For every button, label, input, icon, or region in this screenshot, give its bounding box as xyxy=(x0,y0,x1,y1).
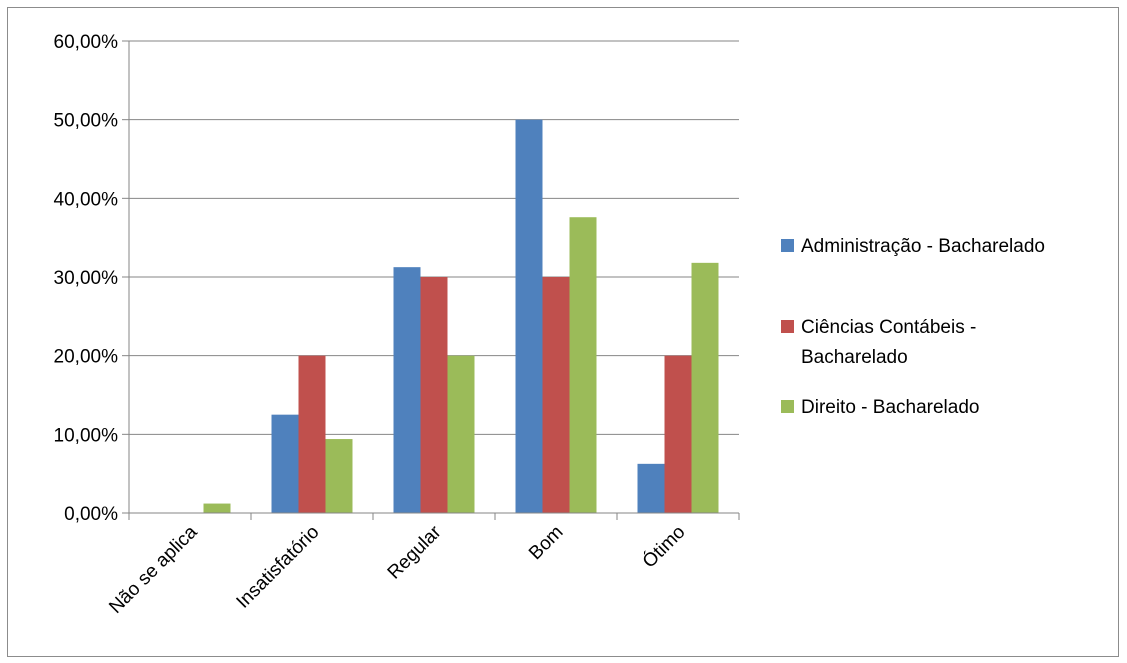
y-tick-label: 40,00% xyxy=(54,189,119,210)
x-category-label: Regular xyxy=(384,521,446,583)
legend: Administração - Bacharelado Ciências Cont… xyxy=(781,236,1045,418)
legend-label: Direito - Bacharelado xyxy=(801,397,979,418)
gridlines xyxy=(129,40,739,435)
bar xyxy=(637,463,665,513)
legend-label: Ciências Contábeis - xyxy=(801,317,976,338)
y-tick-label: 30,00% xyxy=(54,268,119,289)
bar xyxy=(271,414,299,513)
bars xyxy=(203,119,719,514)
bar xyxy=(515,119,543,514)
axes xyxy=(122,40,740,520)
bar xyxy=(691,262,719,513)
bar xyxy=(542,277,570,513)
legend-swatch xyxy=(781,239,794,252)
bar xyxy=(569,217,597,514)
legend-swatch xyxy=(781,400,794,413)
bar xyxy=(393,267,421,513)
y-tick-label: 20,00% xyxy=(54,347,119,368)
legend-label: Administração - Bacharelado xyxy=(801,236,1045,257)
bar xyxy=(203,503,231,513)
bar xyxy=(325,439,353,513)
bar xyxy=(447,355,475,513)
x-category-label: Não se aplica xyxy=(105,521,202,618)
legend-label: Bacharelado xyxy=(801,347,908,368)
y-tick-label: 10,00% xyxy=(54,425,119,446)
bar xyxy=(298,355,326,513)
bar xyxy=(664,355,692,513)
bar xyxy=(420,277,448,513)
x-category-label: Bom xyxy=(525,522,567,564)
x-category-label: Ótimo xyxy=(638,521,689,572)
legend-swatch xyxy=(781,320,794,333)
x-category-label: Insatisfatório xyxy=(233,522,324,613)
y-tick-label: 60,00% xyxy=(54,32,119,53)
y-tick-label: 0,00% xyxy=(64,504,118,525)
y-tick-label: 50,00% xyxy=(54,111,119,132)
